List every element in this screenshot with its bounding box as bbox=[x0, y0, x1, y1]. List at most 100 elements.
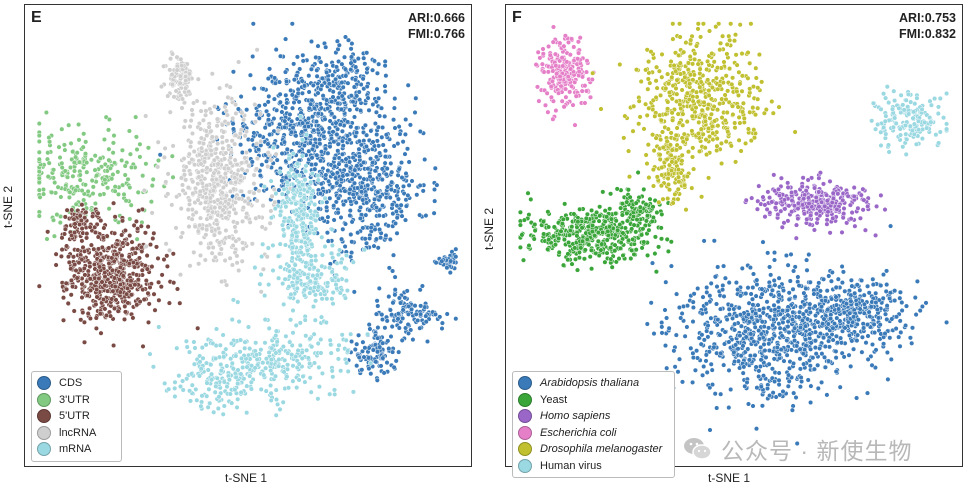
point bbox=[651, 331, 657, 337]
point bbox=[708, 315, 714, 321]
point bbox=[238, 142, 244, 148]
point bbox=[405, 330, 412, 336]
point bbox=[787, 278, 793, 284]
point bbox=[369, 186, 375, 192]
point bbox=[797, 356, 803, 362]
point bbox=[380, 340, 386, 346]
point bbox=[306, 73, 312, 79]
point bbox=[77, 177, 83, 183]
point bbox=[341, 54, 348, 60]
point bbox=[330, 72, 336, 78]
point bbox=[831, 321, 838, 327]
point bbox=[179, 182, 186, 188]
point bbox=[223, 193, 230, 199]
point bbox=[141, 296, 147, 303]
point bbox=[236, 196, 242, 202]
point bbox=[313, 161, 319, 167]
point bbox=[439, 325, 445, 332]
point bbox=[735, 287, 741, 293]
point bbox=[72, 230, 78, 236]
point bbox=[232, 175, 238, 181]
point bbox=[186, 197, 193, 203]
point bbox=[748, 291, 754, 297]
point bbox=[119, 252, 125, 259]
point bbox=[87, 315, 93, 322]
point bbox=[817, 288, 823, 294]
point bbox=[204, 165, 210, 171]
point bbox=[290, 363, 296, 369]
point bbox=[323, 172, 329, 178]
point bbox=[280, 281, 286, 287]
point bbox=[314, 152, 320, 158]
point bbox=[325, 168, 331, 174]
point bbox=[348, 60, 354, 66]
point bbox=[143, 161, 149, 167]
point bbox=[190, 190, 196, 196]
legend-label: mRNA bbox=[59, 443, 92, 456]
point bbox=[268, 367, 274, 374]
point bbox=[849, 283, 855, 289]
point bbox=[291, 208, 297, 215]
point bbox=[659, 324, 665, 330]
point bbox=[759, 286, 765, 292]
point bbox=[244, 168, 250, 174]
point bbox=[339, 79, 345, 86]
point bbox=[71, 168, 78, 174]
point bbox=[200, 355, 206, 361]
point bbox=[313, 54, 319, 60]
point bbox=[323, 44, 329, 50]
point bbox=[306, 89, 312, 95]
point bbox=[155, 139, 161, 145]
point bbox=[810, 355, 816, 361]
point bbox=[796, 314, 802, 320]
point bbox=[307, 185, 313, 191]
point bbox=[58, 253, 64, 259]
point bbox=[74, 275, 80, 281]
point bbox=[364, 200, 370, 206]
point bbox=[839, 263, 845, 270]
point bbox=[80, 309, 86, 316]
point bbox=[146, 301, 152, 307]
point bbox=[431, 186, 438, 193]
point bbox=[318, 336, 324, 343]
point bbox=[179, 63, 185, 69]
point bbox=[127, 184, 133, 191]
point bbox=[234, 260, 240, 266]
point bbox=[835, 276, 841, 282]
point bbox=[404, 146, 411, 152]
point bbox=[707, 427, 713, 433]
point bbox=[382, 83, 388, 89]
point bbox=[374, 377, 380, 383]
point bbox=[281, 139, 287, 145]
point bbox=[234, 404, 240, 410]
point bbox=[292, 262, 298, 268]
point bbox=[238, 389, 244, 395]
point bbox=[377, 150, 383, 156]
point bbox=[277, 264, 284, 270]
point bbox=[384, 166, 390, 172]
point bbox=[325, 150, 331, 156]
point bbox=[868, 304, 874, 310]
point bbox=[871, 321, 877, 327]
point bbox=[733, 342, 739, 348]
point bbox=[392, 125, 398, 131]
point bbox=[330, 89, 336, 95]
point bbox=[361, 55, 367, 61]
point bbox=[704, 328, 710, 334]
point bbox=[209, 177, 215, 183]
point bbox=[870, 282, 876, 288]
point bbox=[267, 66, 273, 72]
point bbox=[59, 247, 65, 253]
point bbox=[199, 399, 205, 405]
point bbox=[903, 303, 910, 309]
point bbox=[382, 148, 389, 154]
point bbox=[724, 316, 730, 323]
point bbox=[226, 234, 232, 240]
point bbox=[273, 333, 279, 339]
point bbox=[317, 141, 323, 147]
point bbox=[259, 224, 265, 230]
point bbox=[266, 325, 272, 331]
point bbox=[909, 325, 916, 331]
point bbox=[162, 145, 168, 151]
point bbox=[212, 389, 218, 395]
